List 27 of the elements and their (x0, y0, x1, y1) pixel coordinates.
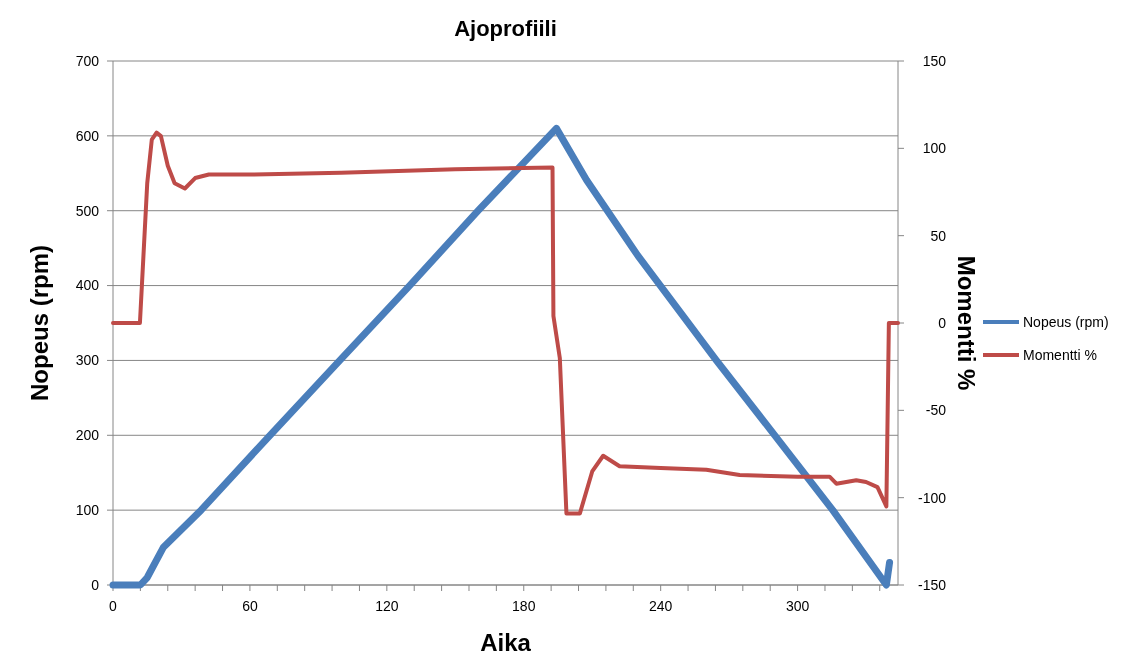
y-tick-label: 200 (75, 427, 100, 444)
y-tick-label: 400 (75, 277, 100, 294)
x-tick-label: 0 (109, 598, 118, 614)
y2-tick-label: 0 (938, 314, 947, 331)
y2-tick-label: 50 (930, 227, 947, 244)
x-tick-label: 120 (375, 598, 399, 614)
y-tick-label: 100 (75, 502, 100, 519)
y2-tick-label: -100 (917, 489, 947, 506)
y-tick-label: 700 (75, 52, 100, 69)
y2-tick-label: 150 (922, 52, 947, 69)
legend-label: Nopeus (rpm) (1023, 313, 1109, 330)
y2-tick-label: -150 (917, 576, 947, 593)
y2-tick-label: 100 (922, 140, 947, 157)
x-tick-label: 300 (785, 598, 810, 614)
y2-axis-title: Momentti % (953, 255, 980, 391)
y-tick-label: 500 (75, 202, 100, 219)
chart-title: Ajoprofiili (454, 16, 557, 41)
y-tick-label: 300 (75, 352, 100, 369)
y-tick-label: 0 (91, 576, 100, 593)
legend-label: Momentti % (1023, 346, 1097, 363)
y-axis-title: Nopeus (rpm) (26, 245, 53, 401)
y2-tick-label: -50 (925, 402, 947, 419)
x-tick-label: 240 (648, 598, 673, 614)
y-tick-label: 600 (75, 127, 100, 144)
x-axis-title: Aika (480, 629, 532, 656)
x-tick-label: 60 (242, 598, 258, 614)
x-tick-label: 180 (512, 598, 536, 614)
